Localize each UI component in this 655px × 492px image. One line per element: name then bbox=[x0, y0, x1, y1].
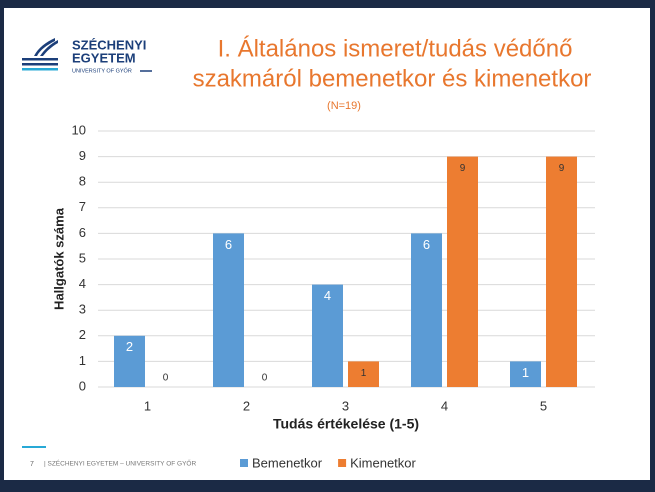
x-axis-label: Tudás értékelése (1-5) bbox=[273, 416, 419, 432]
footer-page: 7 bbox=[30, 461, 34, 468]
chart-title: szakmáról bemenetkor és kimenetkor bbox=[193, 65, 592, 92]
bar bbox=[348, 361, 379, 387]
y-axis-label: Hallgatók száma bbox=[51, 207, 66, 310]
bottom-band bbox=[0, 480, 655, 492]
logo-text: SZÉCHENYI bbox=[72, 37, 146, 52]
bar bbox=[447, 156, 478, 387]
footer-text: | SZÉCHENYI EGYETEM – UNIVERSITY OF GYŐR bbox=[44, 459, 196, 468]
data-label: 6 bbox=[423, 237, 430, 252]
chart-title: I. Általános ismeret/tudás védőnő bbox=[218, 35, 573, 62]
data-label: 9 bbox=[559, 163, 565, 174]
x-tick-label: 5 bbox=[540, 398, 547, 413]
data-label: 1 bbox=[522, 365, 529, 380]
bar bbox=[510, 361, 541, 387]
y-tick-label: 5 bbox=[79, 250, 86, 265]
logo-subtext: UNIVERSITY OF GYŐR bbox=[72, 67, 132, 74]
data-label: 2 bbox=[126, 339, 133, 354]
y-tick-label: 10 bbox=[72, 122, 86, 137]
legend-swatch bbox=[240, 459, 248, 467]
bar bbox=[411, 233, 442, 387]
y-tick-label: 3 bbox=[79, 302, 86, 317]
data-label: 0 bbox=[163, 373, 169, 384]
x-tick-label: 1 bbox=[144, 398, 151, 413]
y-tick-label: 7 bbox=[79, 199, 86, 214]
data-label: 0 bbox=[262, 373, 268, 384]
logo-icon bbox=[22, 38, 58, 71]
bar bbox=[546, 156, 577, 387]
y-tick-label: 8 bbox=[79, 174, 86, 189]
data-label: 9 bbox=[460, 163, 466, 174]
bar bbox=[213, 233, 244, 387]
chart-subtitle: (N=19) bbox=[327, 100, 361, 112]
slide-background bbox=[4, 8, 650, 480]
logo-text: EGYETEM bbox=[72, 50, 136, 65]
legend-swatch bbox=[338, 459, 347, 467]
y-tick-label: 4 bbox=[79, 276, 86, 291]
bar bbox=[114, 335, 145, 387]
y-tick-label: 0 bbox=[79, 378, 86, 393]
data-label: 1 bbox=[361, 368, 367, 379]
data-label: 4 bbox=[324, 288, 331, 303]
y-tick-label: 2 bbox=[79, 327, 86, 342]
y-tick-label: 9 bbox=[79, 148, 86, 163]
legend-label: Bemenetkor bbox=[252, 455, 323, 470]
x-tick-label: 2 bbox=[243, 398, 250, 413]
x-tick-label: 4 bbox=[441, 398, 448, 413]
y-tick-label: 6 bbox=[79, 225, 86, 240]
bar bbox=[312, 284, 343, 387]
data-label: 6 bbox=[225, 237, 232, 252]
y-tick-label: 1 bbox=[79, 353, 86, 368]
x-tick-label: 3 bbox=[342, 398, 349, 413]
legend-label: Kimenetkor bbox=[350, 455, 416, 470]
